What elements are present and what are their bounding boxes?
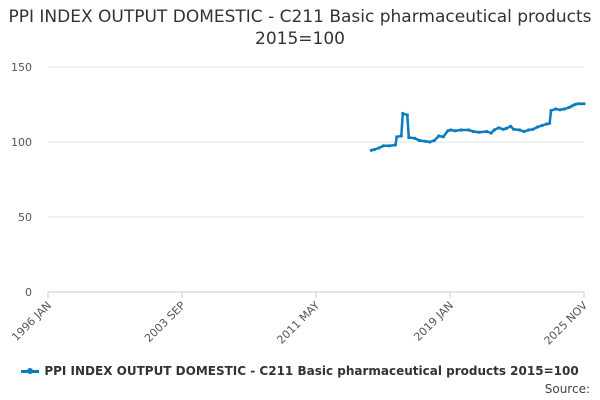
- data-point: [449, 128, 453, 132]
- data-point: [567, 105, 571, 110]
- data-point: [405, 113, 409, 117]
- x-tick-label: 2019 JAN: [411, 299, 456, 344]
- data-point: [485, 129, 489, 134]
- data-point: [407, 135, 411, 140]
- data-point: [492, 128, 496, 132]
- data-point: [432, 138, 436, 143]
- data-point: [428, 140, 432, 144]
- data-point: [548, 121, 552, 125]
- data-point: [401, 111, 405, 116]
- y-tick-label: 0: [25, 286, 32, 299]
- data-point: [531, 127, 535, 131]
- data-point: [477, 130, 481, 134]
- data-point: [399, 134, 403, 138]
- data-point: [576, 102, 580, 106]
- y-tick-label: 150: [11, 61, 32, 74]
- data-point: [395, 135, 399, 139]
- data-point: [372, 147, 376, 152]
- data-point: [545, 122, 549, 126]
- data-point: [582, 102, 586, 106]
- x-axis: [47, 291, 585, 298]
- data-point: [441, 135, 445, 139]
- data-point: [554, 107, 558, 111]
- data-point: [437, 134, 441, 138]
- data-point: [527, 128, 531, 132]
- legend-label: PPI INDEX OUTPUT DOMESTIC - C211 Basic p…: [44, 364, 579, 378]
- data-point: [573, 102, 577, 107]
- data-point: [522, 129, 526, 134]
- data-point: [558, 108, 562, 112]
- data-point: [459, 128, 463, 132]
- grid-lines: [48, 66, 584, 293]
- data-point: [417, 138, 421, 143]
- legend-marker-icon: [21, 368, 40, 374]
- data-point: [446, 129, 450, 133]
- axis-labels: 0 50 100 150 1996 JAN 2003 SEP 2011 MAY 2019 JA…: [9, 61, 590, 348]
- data-point: [489, 131, 493, 135]
- data-point: [381, 144, 385, 148]
- data-point: [471, 129, 475, 134]
- y-tick-label: 50: [18, 211, 32, 224]
- x-tick-label: 2025 NOV: [542, 299, 591, 348]
- data-point: [393, 143, 397, 147]
- x-tick-label: 1996 JAN: [9, 299, 54, 344]
- data-point: [501, 127, 505, 131]
- legend[interactable]: PPI INDEX OUTPUT DOMESTIC - C211 Basic p…: [0, 364, 600, 378]
- data-point: [387, 144, 391, 148]
- x-tick-label: 2011 MAY: [274, 299, 322, 347]
- data-point: [423, 139, 427, 143]
- data-point: [369, 148, 373, 152]
- series-layer: [369, 102, 586, 152]
- data-point: [562, 107, 567, 111]
- data-point: [511, 127, 516, 131]
- data-point: [579, 102, 583, 106]
- chart-title: PPI INDEX OUTPUT DOMESTIC - C211 Basic p…: [8, 7, 592, 49]
- data-point: [413, 136, 417, 140]
- source-label: Source:: [544, 382, 590, 396]
- data-point: [518, 128, 522, 132]
- y-tick-label: 100: [11, 136, 32, 149]
- data-point: [377, 146, 381, 150]
- data-point: [497, 126, 501, 130]
- x-tick-label: 2003 SEP: [142, 299, 188, 345]
- data-point: [549, 108, 553, 113]
- data-point: [536, 125, 540, 129]
- data-point: [467, 128, 471, 132]
- data-point: [509, 124, 513, 128]
- data-point: [570, 104, 574, 108]
- data-point: [504, 126, 508, 131]
- data-point: [540, 123, 544, 128]
- data-point: [453, 129, 457, 133]
